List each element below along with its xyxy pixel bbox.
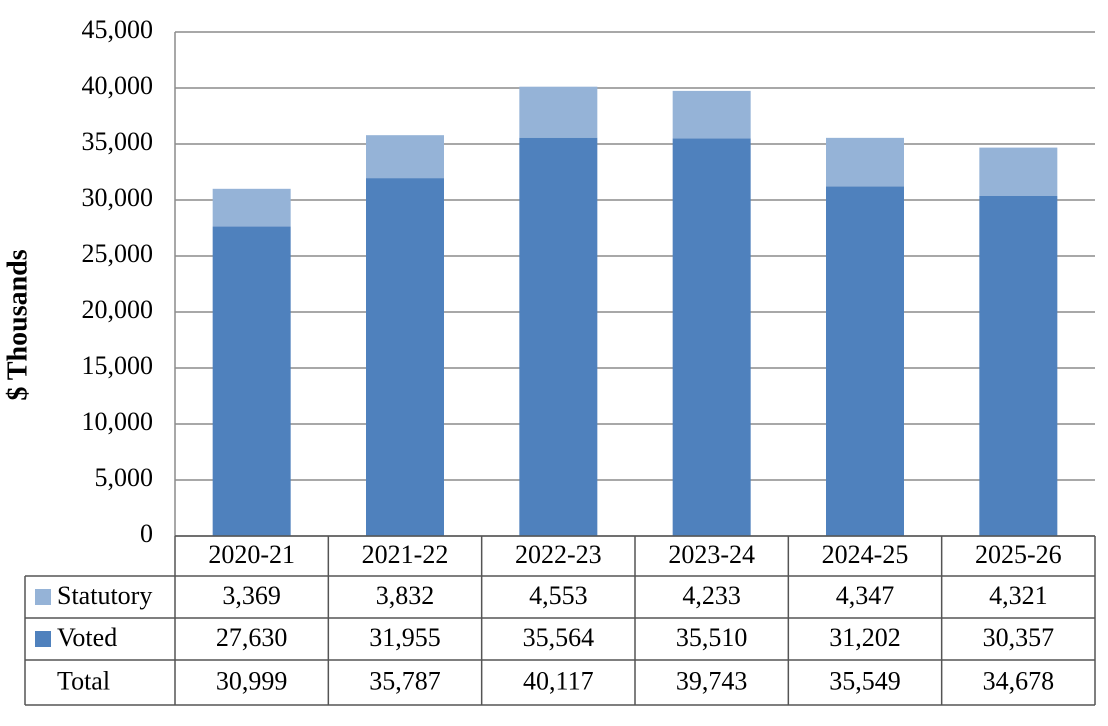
bar-segment bbox=[979, 196, 1058, 537]
x-tick-label: 2024-25 bbox=[822, 540, 909, 569]
table-value: 35,564 bbox=[523, 623, 595, 652]
total-value: 30,999 bbox=[216, 666, 288, 695]
legend-key bbox=[35, 631, 51, 647]
x-tick-label: 2022-23 bbox=[515, 540, 602, 569]
total-value: 34,678 bbox=[983, 666, 1055, 695]
total-value: 35,787 bbox=[369, 666, 441, 695]
x-tick-label: 2020-21 bbox=[208, 540, 295, 569]
bar-segment bbox=[519, 137, 598, 536]
table-value: 3,832 bbox=[376, 581, 435, 610]
y-tick-label: 30,000 bbox=[82, 183, 154, 212]
y-tick-label: 45,000 bbox=[82, 15, 154, 44]
bar-segment bbox=[212, 188, 291, 227]
y-tick-label: 0 bbox=[140, 519, 153, 548]
bar-segment bbox=[672, 138, 751, 536]
y-tick-label: 10,000 bbox=[82, 407, 154, 436]
bar-segment bbox=[519, 86, 598, 138]
y-tick-label: 5,000 bbox=[95, 463, 154, 492]
y-axis-title: $ Thousands bbox=[2, 249, 33, 400]
y-tick-label: 20,000 bbox=[82, 295, 154, 324]
table-value: 4,347 bbox=[836, 581, 895, 610]
bar-segment bbox=[366, 135, 444, 179]
table-value: 31,202 bbox=[829, 623, 901, 652]
table-value: 31,955 bbox=[369, 623, 441, 652]
total-value: 35,549 bbox=[829, 666, 901, 695]
bar-segment bbox=[212, 226, 291, 536]
table-value: 30,357 bbox=[983, 623, 1055, 652]
table-value: 4,233 bbox=[682, 581, 741, 610]
legend-key bbox=[35, 589, 51, 605]
table-value: 4,553 bbox=[529, 581, 588, 610]
y-tick-label: 35,000 bbox=[82, 127, 154, 156]
bar-segment bbox=[826, 137, 904, 187]
table-value: 35,510 bbox=[676, 623, 748, 652]
bar-segment bbox=[979, 147, 1058, 197]
legend-label: Voted bbox=[57, 623, 117, 652]
y-tick-label: 40,000 bbox=[82, 71, 154, 100]
table-value: 27,630 bbox=[216, 623, 288, 652]
total-value: 40,117 bbox=[523, 666, 594, 695]
table-value: 3,369 bbox=[222, 581, 281, 610]
y-tick-label: 25,000 bbox=[82, 239, 154, 268]
x-tick-label: 2023-24 bbox=[668, 540, 755, 569]
table-value: 4,321 bbox=[989, 581, 1048, 610]
y-tick-label: 15,000 bbox=[82, 351, 154, 380]
bar-segment bbox=[672, 90, 751, 139]
legend-label: Statutory bbox=[57, 581, 152, 610]
bar-segment bbox=[826, 186, 904, 536]
bar-segment bbox=[366, 178, 444, 536]
total-label: Total bbox=[57, 666, 110, 695]
x-tick-label: 2025-26 bbox=[975, 540, 1062, 569]
x-tick-label: 2021-22 bbox=[362, 540, 449, 569]
total-value: 39,743 bbox=[676, 666, 748, 695]
